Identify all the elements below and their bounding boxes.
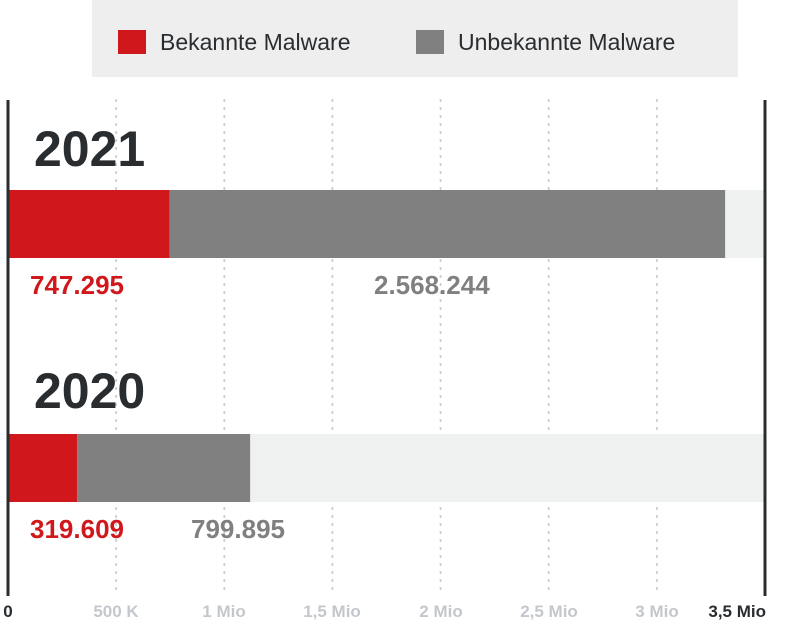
legend-swatch-bekannte xyxy=(118,30,146,54)
x-tick-500k: 500 K xyxy=(93,602,139,621)
legend-item-bekannte: Bekannte Malware xyxy=(118,29,351,55)
year-label-2020: 2020 xyxy=(34,363,145,419)
value-label-2021-unbekannte: 2.568.244 xyxy=(374,270,490,300)
legend-item-unbekannte: Unbekannte Malware xyxy=(416,29,675,55)
value-label-2020-unbekannte: 799.895 xyxy=(191,514,285,544)
grid xyxy=(115,99,658,597)
bar-2021-unbekannte xyxy=(169,190,726,258)
legend-background xyxy=(92,0,738,77)
legend: Bekannte Malware Unbekannte Malware xyxy=(92,0,738,77)
x-tick-3mio: 3 Mio xyxy=(635,602,678,621)
x-tick-3-5mio: 3,5 Mio xyxy=(708,602,766,621)
x-tick-2-5mio: 2,5 Mio xyxy=(520,602,578,621)
legend-label-unbekannte: Unbekannte Malware xyxy=(458,29,675,55)
bars xyxy=(8,190,765,502)
legend-swatch-unbekannte xyxy=(416,30,444,54)
x-tick-0: 0 xyxy=(3,602,12,621)
bar-2020-unbekannte xyxy=(77,434,251,502)
x-tick-1-5mio: 1,5 Mio xyxy=(303,602,361,621)
bar-2021-bekannte xyxy=(8,190,170,258)
x-tick-labels: 0 500 K 1 Mio 1,5 Mio 2 Mio 2,5 Mio 3 Mi… xyxy=(3,602,766,621)
x-tick-2mio: 2 Mio xyxy=(419,602,462,621)
year-label-2021: 2021 xyxy=(34,121,145,177)
x-tick-1mio: 1 Mio xyxy=(202,602,245,621)
value-label-2020-bekannte: 319.609 xyxy=(30,514,124,544)
value-label-2021-bekannte: 747.295 xyxy=(30,270,124,300)
legend-label-bekannte: Bekannte Malware xyxy=(160,29,351,55)
bar-2020-bekannte xyxy=(8,434,78,502)
